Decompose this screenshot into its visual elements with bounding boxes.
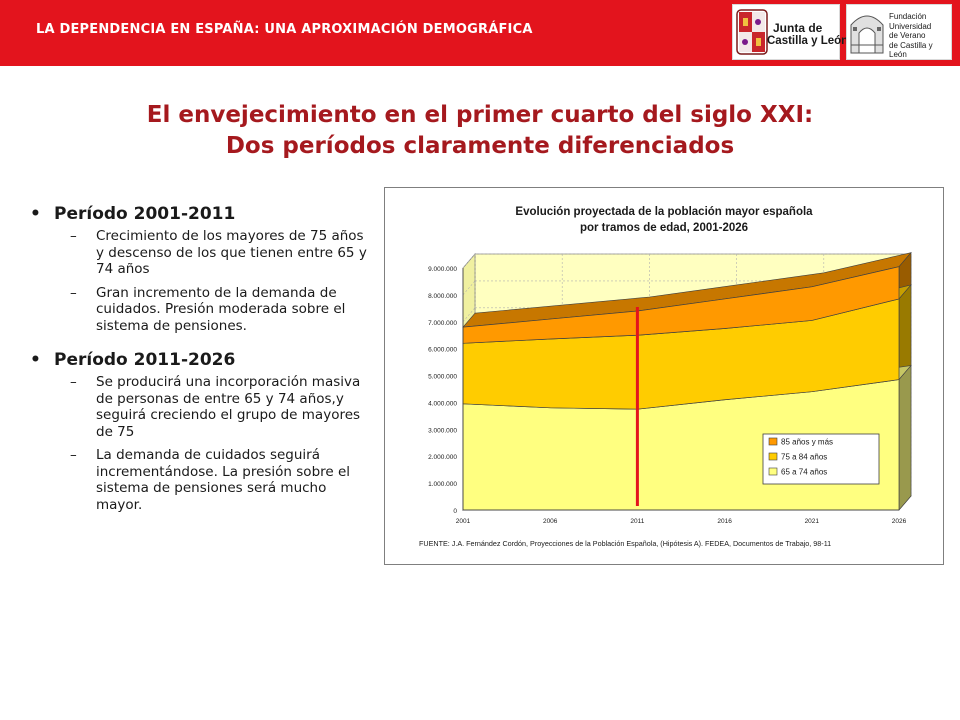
y-gridline-side: [462, 253, 476, 269]
bullet-dot-icon: •: [30, 350, 41, 370]
dash-icon: –: [70, 447, 77, 463]
chart-title-line2: por tramos de edad, 2001-2026: [580, 222, 748, 234]
bullet-list: • Período 2001-2011 – Crecimiento de los…: [30, 204, 380, 520]
y-tick-label: 5.000.000: [428, 374, 457, 381]
series-end-face: [898, 284, 912, 381]
x-tick-label: 2006: [543, 518, 558, 525]
logo-jcyl-line2: Castilla y León: [767, 35, 849, 47]
y-gridline-side: [462, 307, 476, 322]
page-title: El envejecimiento en el primer cuarto de…: [0, 100, 960, 162]
y-tick-label: 6.000.000: [428, 347, 457, 354]
sub-bullet-text: Gran incremento de la demanda de cuidado…: [96, 284, 346, 334]
bullet-dot-icon: •: [30, 204, 41, 224]
x-tick-label: 2011: [630, 518, 644, 525]
page-title-line2: Dos períodos claramente diferenciados: [225, 133, 735, 159]
chart-source: FUENTE: J.A. Fernández Cordón, Proyeccio…: [419, 539, 831, 548]
dash-icon: –: [70, 374, 77, 390]
y-tick-label: 9.000.000: [428, 266, 457, 273]
y-tick-label: 2.000.000: [428, 454, 457, 461]
sub-bullet-text: La demanda de cuidados seguirá increment…: [96, 447, 351, 513]
coat-of-arms-icon: [736, 9, 768, 55]
sub-bullet: – Gran incremento de la demanda de cuida…: [30, 285, 380, 335]
header-bar: LA DEPENDENCIA EN ESPAÑA: UNA APROXIMACI…: [0, 0, 960, 66]
logo-fund-text: Fundación Universidad de Verano de Casti…: [889, 12, 951, 60]
bullet-label: Período 2011-2026: [54, 350, 236, 370]
logo-fund-line: Universidad: [889, 21, 932, 31]
series-end-face: [898, 364, 912, 511]
bullet-period-2001-2011: • Período 2001-2011: [30, 204, 380, 224]
y-tick-label: 0: [453, 508, 457, 515]
legend-swatch: [768, 437, 778, 446]
bullet-period-2011-2026: • Período 2011-2026: [30, 350, 380, 370]
dash-icon: –: [70, 228, 77, 244]
x-tick-label: 2001: [456, 518, 471, 525]
sub-bullet-text: Se producirá una incorporación masiva de…: [96, 374, 361, 440]
legend-swatch: [768, 467, 778, 476]
logo-fund-line: de Verano: [889, 31, 926, 40]
legend-label: 85 años y más: [781, 438, 833, 447]
header-title: LA DEPENDENCIA EN ESPAÑA: UNA APROXIMACI…: [36, 22, 533, 37]
legend-label: 65 a 74 años: [781, 468, 827, 477]
y-tick-label: 3.000.000: [428, 427, 457, 434]
logo-fund-line: Fundación: [889, 12, 927, 21]
logo-fund-line: de Castilla y León: [889, 40, 933, 60]
fundacion-logo: Fundación Universidad de Verano de Casti…: [846, 4, 952, 60]
legend-label: 75 a 84 años: [781, 453, 827, 462]
sub-bullet: – La demanda de cuidados seguirá increme…: [30, 447, 380, 513]
y-tick-label: 7.000.000: [428, 320, 457, 327]
sub-bullet-text: Crecimiento de los mayores de 75 años y …: [96, 228, 367, 277]
y-tick-label: 1.000.000: [428, 481, 457, 488]
dash-icon: –: [70, 284, 77, 301]
page-title-line1: El envejecimiento en el primer cuarto de…: [146, 102, 814, 128]
x-tick-label: 2021: [805, 518, 820, 525]
y-tick-label: 4.000.000: [428, 400, 457, 407]
sub-bullet: – Crecimiento de los mayores de 75 años …: [30, 228, 380, 278]
logo-jcyl-line1: Junta de: [773, 21, 823, 35]
chart-title-line1: Evolución proyectada de la población may…: [515, 206, 813, 218]
y-tick-label: 8.000.000: [428, 293, 457, 300]
sub-bullet: – Se producirá una incorporación masiva …: [30, 374, 380, 440]
legend-swatch: [768, 452, 778, 461]
chart-frame: Evolución proyectada de la población may…: [384, 187, 944, 565]
chart-legend: [762, 433, 880, 485]
y-gridline-side: [462, 280, 476, 296]
stacked-area-chart: Evolución proyectada de la población may…: [419, 206, 912, 548]
x-tick-label: 2016: [717, 518, 732, 525]
bullet-label: Período 2001-2011: [54, 204, 236, 224]
building-emblem-icon: [850, 15, 884, 54]
junta-castilla-leon-logo: Junta de Castilla y León: [732, 4, 848, 60]
x-tick-label: 2026: [892, 518, 907, 525]
